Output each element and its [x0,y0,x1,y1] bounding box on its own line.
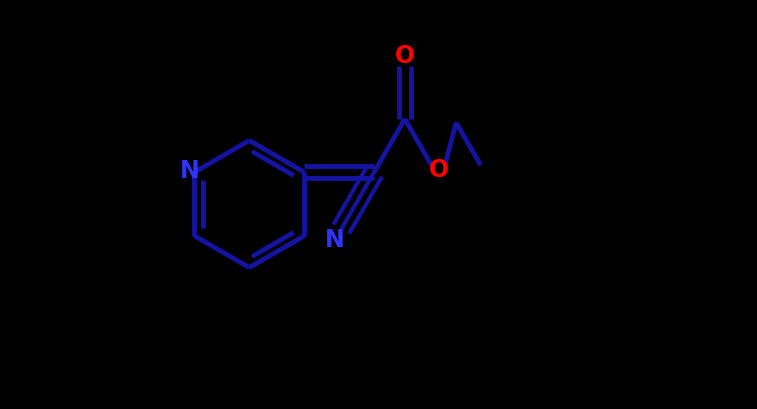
Text: O: O [394,44,415,68]
Text: O: O [428,158,449,182]
Text: N: N [180,159,200,183]
Text: N: N [326,228,345,252]
